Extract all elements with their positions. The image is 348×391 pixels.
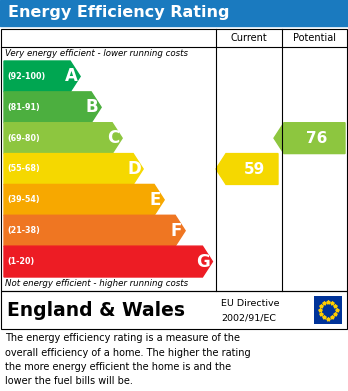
Polygon shape	[4, 61, 80, 92]
Text: (1-20): (1-20)	[7, 257, 34, 266]
Text: 59: 59	[243, 161, 264, 176]
Text: Very energy efficient - lower running costs: Very energy efficient - lower running co…	[5, 50, 188, 59]
Text: The energy efficiency rating is a measure of the: The energy efficiency rating is a measur…	[5, 333, 240, 343]
Text: overall efficiency of a home. The higher the rating: overall efficiency of a home. The higher…	[5, 348, 251, 357]
Polygon shape	[4, 92, 101, 123]
Polygon shape	[274, 123, 345, 154]
Polygon shape	[4, 246, 212, 277]
Text: the more energy efficient the home is and the: the more energy efficient the home is an…	[5, 362, 231, 372]
Text: lower the fuel bills will be.: lower the fuel bills will be.	[5, 377, 133, 386]
Text: 76: 76	[306, 131, 327, 145]
Text: (21-38): (21-38)	[7, 226, 40, 235]
Text: D: D	[127, 160, 141, 178]
Text: G: G	[197, 253, 210, 271]
Text: F: F	[171, 222, 182, 240]
Text: E: E	[149, 191, 161, 209]
Text: England & Wales: England & Wales	[7, 301, 185, 319]
Text: (69-80): (69-80)	[7, 134, 40, 143]
Text: Potential: Potential	[293, 33, 336, 43]
Polygon shape	[4, 123, 122, 154]
Bar	[1, 29, 347, 291]
Text: (39-54): (39-54)	[7, 196, 40, 204]
Text: 2002/91/EC: 2002/91/EC	[221, 313, 276, 322]
Polygon shape	[216, 154, 278, 185]
Bar	[1, 291, 347, 329]
Text: C: C	[107, 129, 119, 147]
Text: (55-68): (55-68)	[7, 165, 40, 174]
Text: EU Directive: EU Directive	[221, 299, 279, 308]
Text: A: A	[65, 67, 78, 85]
Polygon shape	[4, 215, 185, 246]
Text: (92-100): (92-100)	[7, 72, 45, 81]
Polygon shape	[4, 154, 143, 185]
Text: (81-91): (81-91)	[7, 103, 40, 112]
Polygon shape	[4, 185, 164, 215]
Bar	[314, 296, 342, 324]
Text: Not energy efficient - higher running costs: Not energy efficient - higher running co…	[5, 280, 188, 289]
Text: Energy Efficiency Rating: Energy Efficiency Rating	[8, 5, 229, 20]
Text: Current: Current	[231, 33, 267, 43]
Text: B: B	[86, 98, 98, 116]
Bar	[0, 0, 348, 26]
